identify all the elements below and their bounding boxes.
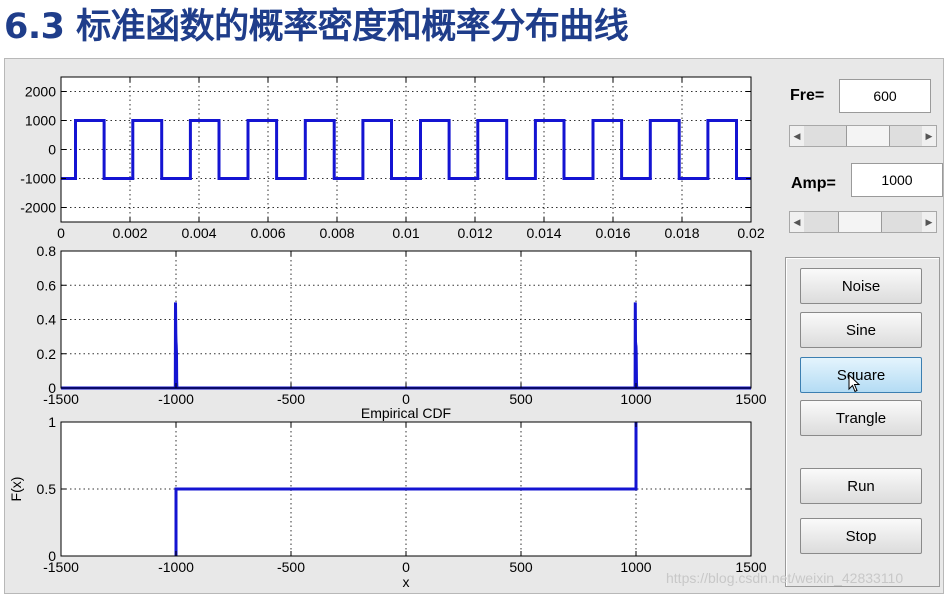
y-tick-label: 1 [48, 414, 56, 430]
y-tick-label: 0.5 [37, 481, 57, 497]
noise-button[interactable]: Noise [800, 268, 922, 304]
run-button[interactable]: Run [800, 468, 922, 504]
x-tick-label: 500 [509, 559, 533, 575]
slider-left-arrow-icon[interactable]: ◀ [793, 131, 801, 141]
x-tick-label: 0.006 [250, 225, 285, 241]
trangle-button[interactable]: Trangle [800, 400, 922, 436]
x-tick-label: 0.008 [319, 225, 354, 241]
y-tick-label: 0.8 [37, 243, 57, 259]
x-tick-label: -500 [277, 559, 305, 575]
y-tick-label: 0 [48, 548, 56, 564]
x-tick-label: 0 [402, 391, 410, 407]
fre-slider-track[interactable] [804, 126, 922, 146]
sine-button[interactable]: Sine [800, 312, 922, 348]
x-tick-label: 1000 [620, 559, 651, 575]
x-tick-label: 500 [509, 391, 533, 407]
slide-title: 6.3 标准函数的概率密度和概率分布曲线 [4, 7, 629, 47]
x-tick-label: -500 [277, 391, 305, 407]
x-tick-label: -1000 [158, 559, 194, 575]
watermark: https://blog.csdn.net/weixin_42833110 [666, 570, 904, 586]
x-tick-label: 1500 [735, 559, 766, 575]
amp-slider-track[interactable] [804, 212, 922, 232]
y-tick-label: -2000 [20, 200, 56, 216]
y-tick-label: 0.4 [37, 312, 57, 328]
fre-input[interactable] [839, 79, 931, 113]
x-tick-label: 0.02 [737, 225, 764, 241]
square-button[interactable]: Square [800, 357, 922, 393]
x-tick-label: 0.004 [181, 225, 216, 241]
y-axis-label: F(x) [8, 477, 24, 502]
x-tick-label: 0.01 [392, 225, 419, 241]
fre-label: Fre= [790, 87, 825, 104]
x-tick-label: 0 [57, 225, 65, 241]
x-tick-label: 0.012 [457, 225, 492, 241]
chart-title: Empirical CDF [361, 405, 451, 421]
amp-label: Amp= [791, 175, 836, 192]
x-tick-label: 1500 [735, 391, 766, 407]
fre-slider-thumb[interactable] [846, 126, 890, 146]
slider-left-arrow-icon[interactable]: ◀ [793, 217, 801, 227]
y-tick-label: 0.2 [37, 346, 57, 362]
y-tick-label: 0.6 [37, 277, 57, 293]
cdf-series-line [174, 422, 638, 556]
amp-input[interactable] [851, 163, 943, 197]
x-tick-label: 0.002 [112, 225, 147, 241]
slider-right-arrow-icon[interactable]: ▶ [925, 131, 933, 141]
x-tick-label: 0.016 [595, 225, 630, 241]
slider-right-arrow-icon[interactable]: ▶ [925, 217, 933, 227]
x-tick-label: -1500 [43, 559, 79, 575]
x-tick-label: 0.018 [664, 225, 699, 241]
y-tick-label: 2000 [25, 84, 56, 100]
x-tick-label: 0.014 [526, 225, 561, 241]
y-tick-label: -1000 [20, 171, 56, 187]
y-tick-label: 0 [48, 380, 56, 396]
fre-slider[interactable]: ◀ ▶ [789, 125, 937, 147]
x-tick-label: -1500 [43, 391, 79, 407]
mouse-cursor-icon [848, 374, 861, 393]
y-tick-label: 1000 [25, 113, 56, 129]
signal-series-line [61, 119, 751, 180]
x-tick-label: 0 [402, 559, 410, 575]
x-axis-label: x [403, 574, 410, 590]
plots-area: 0 0.002 0.004 0.006 0.008 0.01 0.012 0.014 0.016… [8, 76, 767, 590]
figure-window: 0 0.002 0.004 0.006 0.008 0.01 0.012 0.014 0.016… [4, 58, 944, 594]
button-panel: Noise Sine Square Trangle Run Stop [785, 257, 940, 587]
y-tick-label: 0 [48, 142, 56, 158]
amp-slider-thumb[interactable] [838, 212, 882, 232]
x-tick-label: 1000 [620, 391, 651, 407]
stop-button[interactable]: Stop [800, 518, 922, 554]
x-tick-label: -1000 [158, 391, 194, 407]
amp-slider[interactable]: ◀ ▶ [789, 211, 937, 233]
